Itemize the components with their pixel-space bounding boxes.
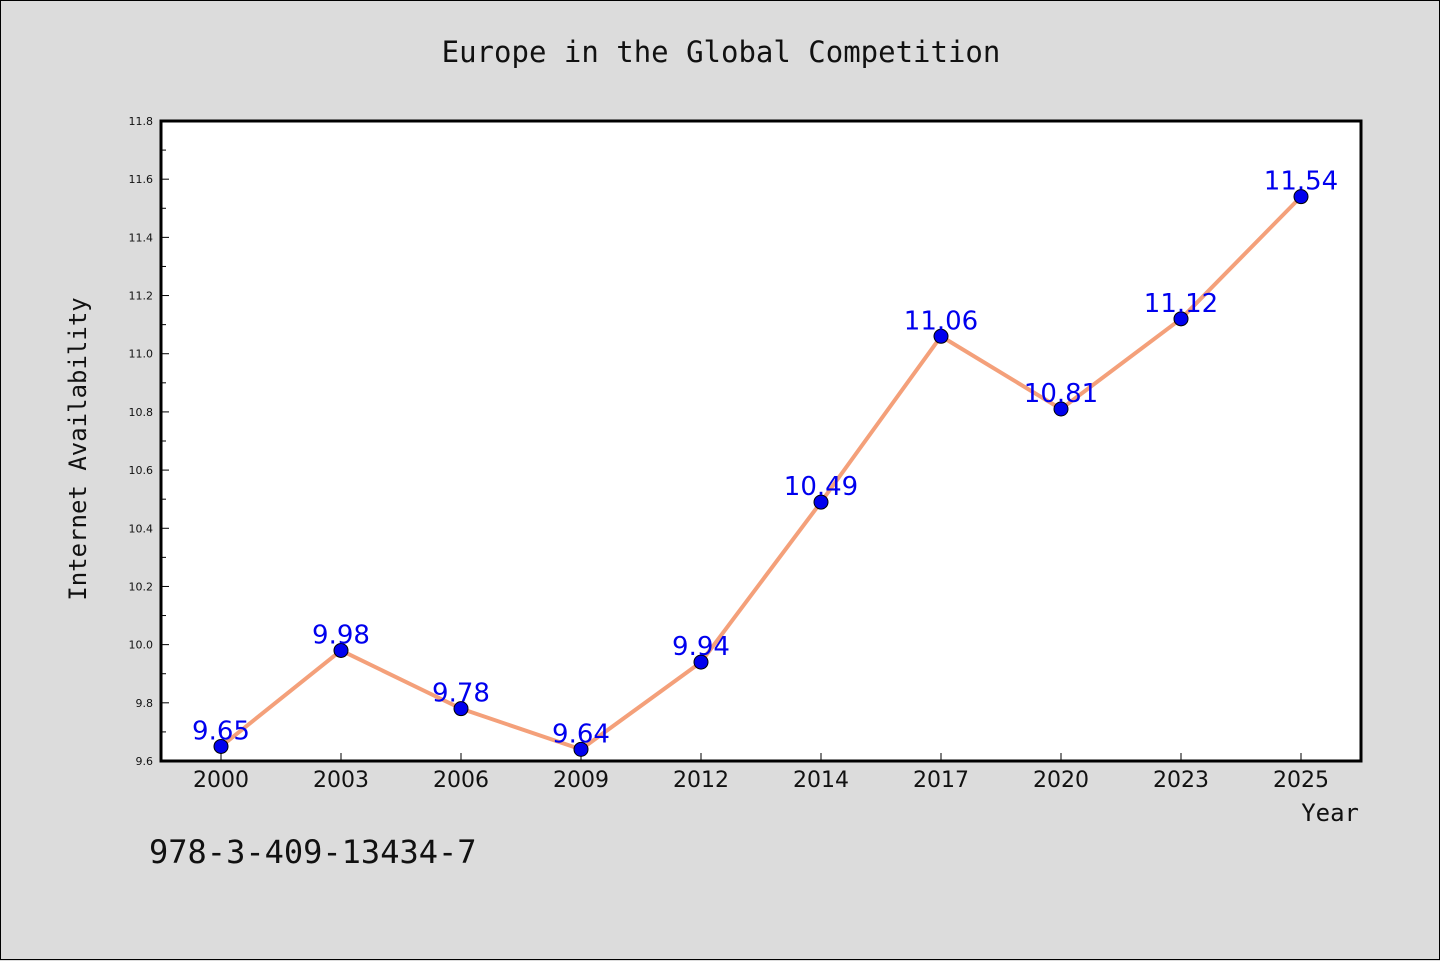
data-point xyxy=(1293,189,1309,205)
data-point xyxy=(573,741,589,757)
data-label: 11.54 xyxy=(1264,167,1338,197)
plot-area xyxy=(159,119,1363,763)
x-axis-label: Year xyxy=(1301,799,1359,827)
y-tick-label: 10.8 xyxy=(129,406,154,419)
x-tick-label: 2012 xyxy=(673,768,729,793)
data-markers xyxy=(213,189,1309,757)
data-label: 9.78 xyxy=(432,679,490,709)
data-point xyxy=(1053,401,1069,417)
y-axis-label: Internet Availability xyxy=(64,297,92,600)
y-tick-label: 10.4 xyxy=(129,522,154,535)
data-point xyxy=(453,701,469,717)
y-tick-label: 11.2 xyxy=(129,290,154,303)
data-label: 10.49 xyxy=(784,472,858,502)
data-label: 11.06 xyxy=(904,306,978,336)
data-label: 11.12 xyxy=(1144,289,1218,319)
isbn-annotation: 978-3-409-13434-7 xyxy=(149,833,477,871)
data-label: 9.65 xyxy=(192,716,250,746)
data-labels: 9.65 9.98 9.78 9.64 9.94 10.49 11.06 10.81 11.12… xyxy=(192,167,1338,750)
x-tick-label: 2009 xyxy=(553,768,609,793)
x-tick-label: 2000 xyxy=(193,768,249,793)
x-axis: 2000 2003 2006 2009 2012 2014 2017 2020 2023 2025 xyxy=(193,753,1329,793)
y-axis: 9.6 9.8 10.0 10.2 10.4 10.6 10.8 11.0 11.2 11.4 11… xyxy=(129,115,169,768)
y-tick-label: 11.6 xyxy=(129,173,154,186)
x-tick-label: 2017 xyxy=(913,768,969,793)
y-tick-label: 9.6 xyxy=(136,755,154,768)
y-tick-label: 10.6 xyxy=(129,464,154,477)
x-tick-label: 2003 xyxy=(313,768,369,793)
data-point xyxy=(213,738,229,754)
data-label: 10.81 xyxy=(1024,379,1098,409)
data-label: 9.64 xyxy=(552,719,610,749)
data-point xyxy=(933,328,949,344)
x-tick-label: 2006 xyxy=(433,768,489,793)
x-tick-label: 2014 xyxy=(793,768,849,793)
y-tick-label: 11.8 xyxy=(129,115,154,128)
y-tick-label: 11.0 xyxy=(129,348,154,361)
y-tick-label: 10.0 xyxy=(129,639,154,652)
x-tick-label: 2025 xyxy=(1273,768,1329,793)
chart-title: Europe in the Global Competition xyxy=(441,35,1001,69)
data-point xyxy=(813,494,829,510)
data-point xyxy=(693,654,709,670)
data-label: 9.98 xyxy=(312,620,370,650)
y-tick-label: 10.2 xyxy=(129,580,154,593)
y-tick-label: 9.8 xyxy=(136,697,154,710)
y-tick-label: 11.4 xyxy=(129,231,154,244)
data-point xyxy=(1173,311,1189,327)
data-point xyxy=(333,642,349,658)
data-label: 9.94 xyxy=(672,632,730,662)
x-tick-label: 2023 xyxy=(1153,768,1209,793)
x-tick-label: 2020 xyxy=(1033,768,1089,793)
series-line xyxy=(219,195,1303,752)
